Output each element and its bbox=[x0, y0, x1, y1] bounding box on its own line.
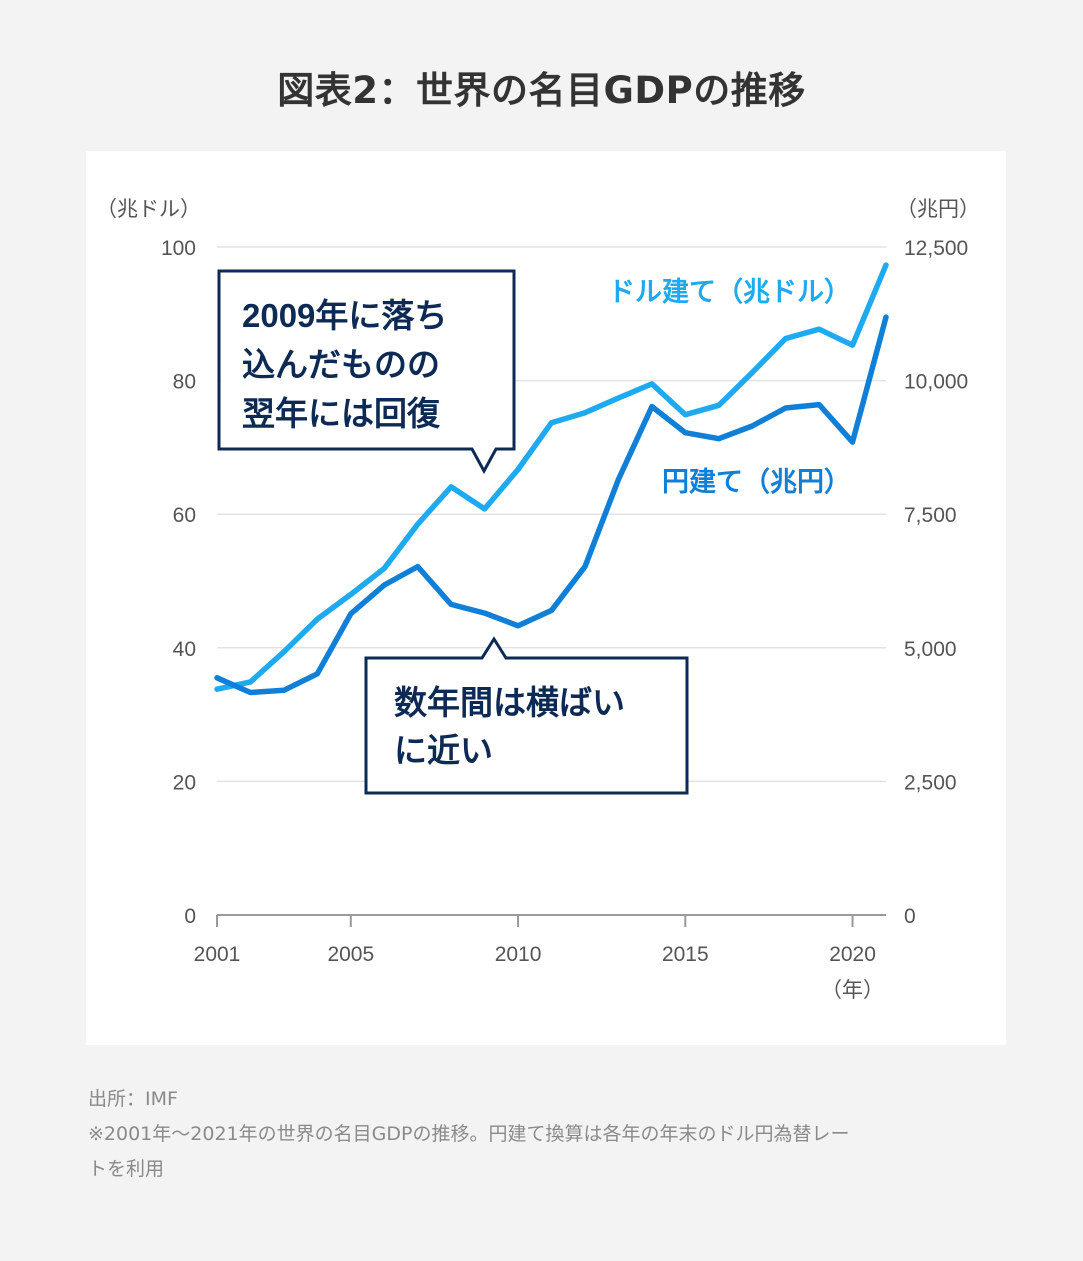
footnote-line-1: ※2001年～2021年の世界の名目GDPの推移。円建て換算は各年の年末のドル円… bbox=[88, 1123, 850, 1146]
x-tick-label: 2015 bbox=[662, 943, 709, 966]
left-tick-label: 20 bbox=[173, 771, 196, 794]
left-tick-label: 100 bbox=[161, 237, 196, 260]
chart-panel: 0 0 20 2,500 40 5,000 60 7,500 80 10,000 100 12,500… bbox=[86, 151, 1006, 1045]
left-axis-unit: （兆ドル） bbox=[96, 198, 201, 221]
x-tick-label: 2010 bbox=[495, 943, 542, 966]
series-line-usd bbox=[214, 262, 889, 692]
chart-notes: 出所：IMF ※2001年～2021年の世界の名目GDPの推移。円建て換算は各年… bbox=[88, 1082, 1018, 1187]
callout-text-recovery: 込んだものの bbox=[242, 346, 440, 383]
right-axis-unit: （兆円） bbox=[896, 198, 980, 221]
x-axis-unit: （年） bbox=[821, 979, 884, 1002]
callout-text-flat: に近い bbox=[394, 732, 493, 769]
x-tick-label: 2001 bbox=[194, 943, 241, 966]
left-tick-label: 40 bbox=[173, 638, 196, 661]
right-tick-label: 10,000 bbox=[904, 371, 968, 394]
series-label-usd: ドル建て（兆ドル） bbox=[608, 277, 851, 307]
x-tick-label: 2020 bbox=[829, 943, 876, 966]
callout-text-recovery: 2009年に落ち bbox=[242, 297, 447, 334]
right-tick-label: 2,500 bbox=[904, 771, 957, 794]
callout-box-recovery bbox=[217, 269, 516, 475]
gdp-line-chart: 0 0 20 2,500 40 5,000 60 7,500 80 10,000 100 12,500… bbox=[96, 198, 980, 1002]
right-tick-label: 5,000 bbox=[904, 638, 957, 661]
callout-box-flat bbox=[364, 636, 689, 795]
right-tick-label: 12,500 bbox=[904, 237, 968, 260]
left-tick-label: 80 bbox=[173, 371, 196, 394]
x-tick-label: 2005 bbox=[327, 943, 374, 966]
left-tick-label: 60 bbox=[173, 504, 196, 527]
right-tick-label: 0 bbox=[904, 905, 916, 928]
footnote-line-2: トを利用 bbox=[88, 1158, 165, 1181]
chart-title: 図表2：世界の名目GDPの推移 bbox=[277, 69, 806, 112]
callout-text-flat: 数年間は横ばい bbox=[394, 684, 625, 721]
source-note: 出所：IMF bbox=[88, 1088, 178, 1110]
series-label-jpy: 円建て（兆円） bbox=[662, 467, 851, 497]
left-tick-label: 0 bbox=[184, 905, 196, 928]
callout-text-recovery: 翌年には回復 bbox=[242, 395, 441, 432]
series-line-jpy bbox=[214, 314, 889, 696]
right-tick-label: 7,500 bbox=[904, 504, 957, 527]
